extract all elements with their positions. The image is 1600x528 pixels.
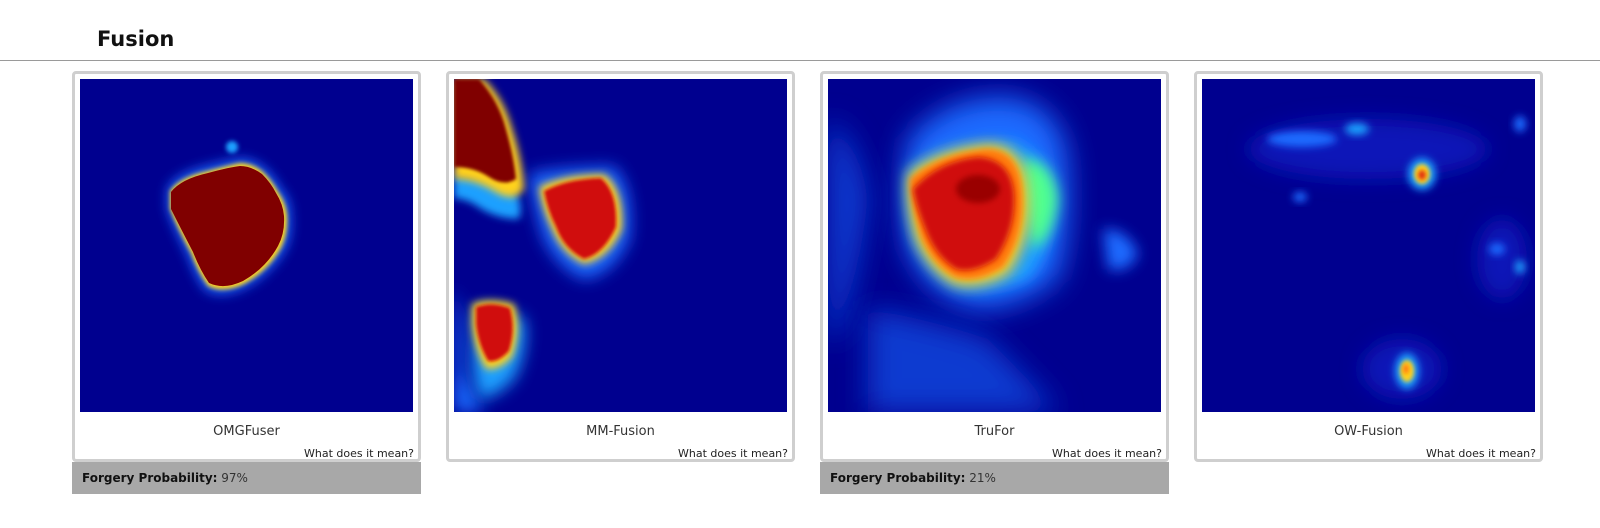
heatmap-image <box>828 79 1161 412</box>
what-does-it-mean-link[interactable]: What does it mean? <box>1425 447 1536 460</box>
card-title: TruFor <box>974 424 1015 439</box>
result-card-mm-fusion: MM-Fusion What does it mean? <box>446 71 795 462</box>
card-title: MM-Fusion <box>586 424 655 439</box>
result-card-trufor: TruFor What does it mean? Forgery Probab… <box>820 71 1169 494</box>
what-does-it-mean-link[interactable]: What does it mean? <box>303 447 414 460</box>
card-body: OW-Fusion What does it mean? <box>1194 71 1543 462</box>
result-card-ow-fusion: OW-Fusion What does it mean? <box>1194 71 1543 462</box>
card-title: OW-Fusion <box>1334 424 1403 439</box>
heatmap-image <box>454 79 787 412</box>
forgery-probability-value: 21% <box>969 471 996 485</box>
heatmap-image <box>1202 79 1535 412</box>
section-header: Fusion <box>0 0 1600 61</box>
forgery-probability-bar: Forgery Probability: 97% <box>72 462 421 494</box>
heatmap-image <box>80 79 413 412</box>
card-title: OMGFuser <box>213 424 280 439</box>
card-body: OMGFuser What does it mean? <box>72 71 421 462</box>
card-body: MM-Fusion What does it mean? <box>446 71 795 462</box>
forgery-probability-label: Forgery Probability: <box>82 471 218 485</box>
forgery-probability-label: Forgery Probability: <box>830 471 966 485</box>
section-title: Fusion <box>97 27 175 51</box>
card-body: TruFor What does it mean? <box>820 71 1169 462</box>
what-does-it-mean-link[interactable]: What does it mean? <box>677 447 788 460</box>
forgery-probability-value: 97% <box>221 471 248 485</box>
forgery-probability-bar: Forgery Probability: 21% <box>820 462 1169 494</box>
what-does-it-mean-link[interactable]: What does it mean? <box>1051 447 1162 460</box>
result-card-omgfuser: OMGFuser What does it mean? Forgery Prob… <box>72 71 421 494</box>
